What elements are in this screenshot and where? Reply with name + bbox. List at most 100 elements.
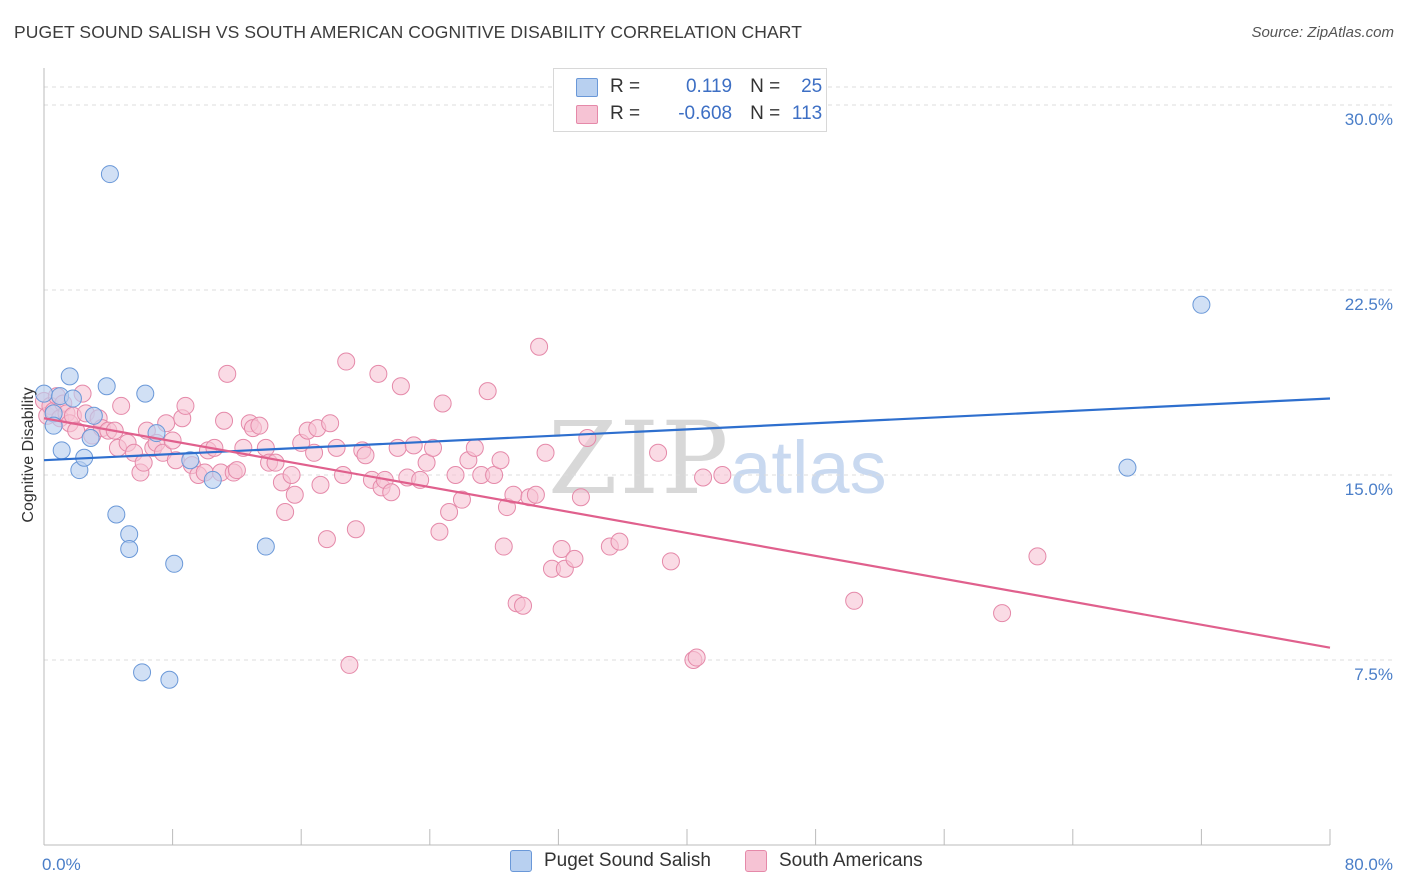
data-point-south-americans [321, 414, 340, 433]
data-point-puget-sound-salish [35, 384, 53, 403]
trend-lines [43, 397, 1331, 649]
data-point-puget-sound-salish [165, 554, 184, 573]
grid-lines [44, 86, 1394, 661]
legend-r-value: 0.119 [685, 76, 733, 97]
watermark-atlas: atlas [730, 426, 887, 509]
y-tick-label: 30.0% [1345, 110, 1393, 129]
tick-labels: 7.5% 15.0% 22.5% 30.0% 0.0% 80.0% [42, 110, 1393, 874]
data-point-south-americans [440, 503, 459, 521]
data-point-puget-sound-salish [181, 451, 200, 470]
data-point-south-americans [530, 337, 549, 356]
data-point-south-americans [578, 429, 597, 447]
y-tick-label: 15.0% [1345, 480, 1393, 499]
data-point-south-americans [333, 466, 352, 484]
data-point-south-americans [404, 436, 423, 455]
data-point-south-americans [337, 352, 356, 371]
legend-item-label: South Americans [779, 850, 923, 871]
data-point-puget-sound-salish [256, 537, 275, 556]
data-point-south-americans [494, 537, 513, 556]
data-point-south-americans [340, 655, 359, 674]
data-point-south-americans [526, 485, 545, 504]
data-point-south-americans [713, 466, 732, 484]
chart-title: PUGET SOUND SALISH VS SOUTH AMERICAN COG… [14, 22, 803, 42]
correlation-legend: R = 0.119 N = 25 R = -0.608 N = 113 [553, 68, 827, 132]
data-point-puget-sound-salish [107, 505, 126, 524]
data-point-south-americans [446, 466, 465, 484]
legend-item-puget-sound-salish[interactable]: Puget Sound Salish [510, 850, 711, 872]
data-point-puget-sound-salish [1118, 458, 1137, 477]
data-point-puget-sound-salish [120, 540, 139, 558]
data-point-south-americans [215, 411, 234, 430]
data-point-south-americans [430, 522, 449, 541]
data-point-south-americans [433, 394, 452, 413]
data-point-south-americans [687, 648, 706, 667]
data-point-puget-sound-salish [81, 429, 100, 447]
data-point-puget-sound-salish [203, 470, 222, 489]
data-point-south-americans [417, 453, 436, 472]
legend-n-value: 113 [791, 103, 823, 124]
data-point-south-americans [266, 453, 285, 472]
data-point-south-americans [218, 364, 237, 383]
data-point-south-americans [256, 438, 275, 457]
axes [43, 68, 1331, 846]
data-point-puget-sound-salish [52, 441, 71, 460]
legend-r-label: R = [610, 76, 641, 97]
data-point-puget-sound-salish [1192, 295, 1211, 314]
data-point-puget-sound-salish [133, 663, 152, 682]
data-point-south-americans [276, 503, 295, 521]
data-point-puget-sound-salish [136, 384, 155, 403]
data-point-south-americans [565, 549, 584, 568]
legend-n-label: N = [750, 76, 781, 97]
data-point-south-americans [649, 443, 668, 462]
legend-r-label: R = [610, 103, 641, 124]
data-point-south-americans [250, 416, 269, 435]
data-point-south-americans [424, 438, 443, 457]
legend-row-puget: R = 0.119 N = 25 [576, 75, 822, 99]
data-point-south-americans [282, 466, 301, 484]
data-point-south-americans [452, 490, 471, 509]
data-point-south-americans [694, 468, 713, 487]
data-point-south-americans [661, 552, 680, 571]
data-point-south-americans [571, 488, 590, 507]
pink-swatch-icon [576, 104, 598, 124]
data-point-south-americans [391, 377, 410, 396]
data-point-south-americans [382, 483, 401, 502]
legend-row-south-americans: R = -0.608 N = 113 [576, 102, 822, 126]
data-point-south-americans [610, 532, 629, 551]
legend-r-value: -0.608 [678, 103, 733, 124]
data-point-south-americans [485, 466, 504, 484]
legend-n-value: 25 [801, 76, 823, 97]
data-point-south-americans [491, 451, 510, 470]
data-point-south-americans [285, 485, 304, 504]
blue-swatch-icon [510, 850, 532, 872]
y-tick-label: 7.5% [1354, 665, 1393, 684]
data-point-south-americans [311, 475, 330, 494]
x-tick-label: 80.0% [1345, 855, 1393, 874]
x-tick-label: 0.0% [42, 855, 81, 874]
legend-item-south-americans[interactable]: South Americans [745, 850, 923, 872]
series-legend: Puget Sound Salish South Americans [0, 850, 1406, 878]
legend-n-label: N = [750, 103, 781, 124]
data-point-south-americans [227, 461, 246, 480]
data-point-south-americans [1028, 547, 1047, 566]
data-point-puget-sound-salish [100, 165, 119, 184]
trend-line-south-americans [43, 417, 1331, 649]
data-point-south-americans [346, 520, 365, 539]
data-point-south-americans [317, 530, 336, 549]
data-point-puget-sound-salish [63, 389, 82, 408]
data-point-south-americans [327, 438, 346, 457]
y-axis-label: Cognitive Disability [20, 387, 37, 522]
blue-swatch-icon [576, 77, 598, 97]
data-point-puget-sound-salish [97, 377, 116, 396]
puget-sound-salish-points [35, 165, 1211, 689]
pink-swatch-icon [745, 850, 767, 872]
y-tick-label: 22.5% [1345, 295, 1393, 314]
data-point-south-americans [465, 438, 484, 457]
data-point-south-americans [845, 591, 864, 610]
data-point-south-americans [478, 382, 497, 401]
data-point-puget-sound-salish [84, 406, 103, 425]
data-point-south-americans [536, 443, 555, 462]
data-point-south-americans [176, 396, 195, 415]
data-point-south-americans [356, 446, 375, 465]
